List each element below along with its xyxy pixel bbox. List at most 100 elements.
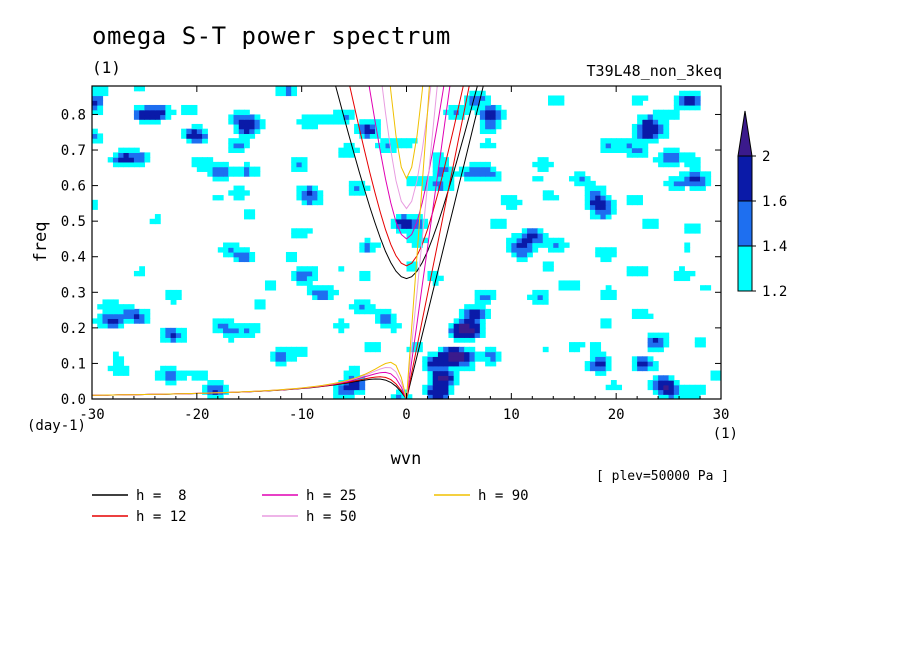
contour-cell xyxy=(165,337,172,343)
contour-cell xyxy=(458,166,465,172)
contour-cell xyxy=(107,365,114,372)
contour-cell xyxy=(406,180,413,187)
contour-cell xyxy=(474,351,481,357)
contour-cell xyxy=(448,332,455,338)
contour-cell xyxy=(144,318,151,324)
contour-cell xyxy=(453,356,460,362)
contour-cell xyxy=(280,90,287,97)
contour-cell xyxy=(369,119,376,125)
contour-cell xyxy=(112,323,119,329)
contour-cell xyxy=(264,285,271,291)
inertia-gravity-curve xyxy=(335,86,478,280)
contour-cell xyxy=(500,199,507,206)
contour-cell xyxy=(338,394,345,399)
kelvin-curve xyxy=(406,86,470,399)
contour-cell xyxy=(285,256,292,263)
contour-cell xyxy=(679,104,685,111)
contour-cell xyxy=(495,223,502,229)
contour-cell xyxy=(464,361,470,367)
contour-cell xyxy=(233,166,240,172)
contour-cell xyxy=(364,275,371,282)
contour-cell xyxy=(443,394,450,399)
contour-cell xyxy=(432,157,439,163)
contour-cell xyxy=(333,109,339,116)
contour-cell xyxy=(149,119,156,125)
contour-cell xyxy=(385,323,392,329)
contour-cell xyxy=(139,313,146,319)
contour-cell xyxy=(160,104,166,111)
contour-cell xyxy=(679,95,685,101)
contour-cell xyxy=(427,356,434,362)
contour-cell xyxy=(401,218,408,225)
contour-cell xyxy=(244,171,250,177)
contour-cell xyxy=(563,285,570,291)
contour-cell xyxy=(112,351,119,357)
contour-cell xyxy=(610,294,617,301)
contour-cell xyxy=(139,152,146,158)
contour-cell xyxy=(642,147,649,153)
contour-cell xyxy=(542,233,549,239)
contour-cell xyxy=(600,289,607,296)
contour-cell xyxy=(354,190,360,196)
contour-cell xyxy=(359,242,366,248)
contour-cell xyxy=(217,327,224,334)
contour-cell xyxy=(338,119,345,125)
contour-cell xyxy=(233,242,240,248)
contour-cell xyxy=(275,346,282,353)
contour-cell xyxy=(364,133,371,139)
contour-cell xyxy=(595,247,602,253)
contour-cell xyxy=(631,128,638,135)
contour-cell xyxy=(244,133,250,139)
contour-cell xyxy=(506,247,512,253)
contour-cell xyxy=(112,365,119,372)
contour-cell xyxy=(637,361,643,367)
contour-cell xyxy=(464,346,470,353)
contour-cell xyxy=(679,394,685,399)
contour-cell xyxy=(631,95,638,101)
contour-cell xyxy=(196,166,203,172)
contour-cell xyxy=(469,356,476,362)
contour-cell xyxy=(416,346,423,353)
contour-cell xyxy=(154,109,161,116)
contour-cell xyxy=(92,90,98,97)
contour-cell xyxy=(123,157,130,163)
y-tick-label: 0.3 xyxy=(61,285,86,301)
contour-cell xyxy=(228,171,235,177)
contour-cell xyxy=(411,233,418,239)
contour-cell xyxy=(196,161,203,168)
contour-cell xyxy=(553,100,560,106)
contour-cell xyxy=(338,323,345,329)
contour-cell xyxy=(689,95,696,101)
contour-cell xyxy=(191,138,198,144)
contour-cell xyxy=(637,266,643,272)
contour-cell xyxy=(516,251,523,258)
contour-cell xyxy=(684,152,691,158)
contour-cell xyxy=(354,304,360,310)
contour-cell xyxy=(600,251,607,258)
contour-cell xyxy=(97,318,104,324)
contour-cell xyxy=(621,138,628,144)
contour-cell xyxy=(663,389,670,395)
contour-cell xyxy=(521,237,528,244)
contour-cell xyxy=(605,142,612,149)
contour-cell xyxy=(658,389,664,395)
contour-cell xyxy=(506,242,512,248)
contour-cell xyxy=(673,389,680,395)
contour-cell xyxy=(647,123,654,130)
contour-cell xyxy=(694,100,701,106)
contour-cell xyxy=(154,218,161,225)
contour-cell xyxy=(694,185,701,191)
contour-cell xyxy=(605,356,612,362)
contour-cell xyxy=(170,332,177,338)
contour-cell xyxy=(228,190,235,196)
contour-cell xyxy=(437,275,444,282)
contour-cell xyxy=(673,114,680,120)
contour-cell xyxy=(406,223,413,229)
contour-cell xyxy=(595,361,602,367)
contour-cell xyxy=(432,380,439,386)
contour-cell xyxy=(584,176,591,182)
contour-cell xyxy=(238,128,245,135)
contour-cell xyxy=(485,313,491,319)
contour-cell xyxy=(359,270,366,277)
contour-cell xyxy=(626,147,633,153)
